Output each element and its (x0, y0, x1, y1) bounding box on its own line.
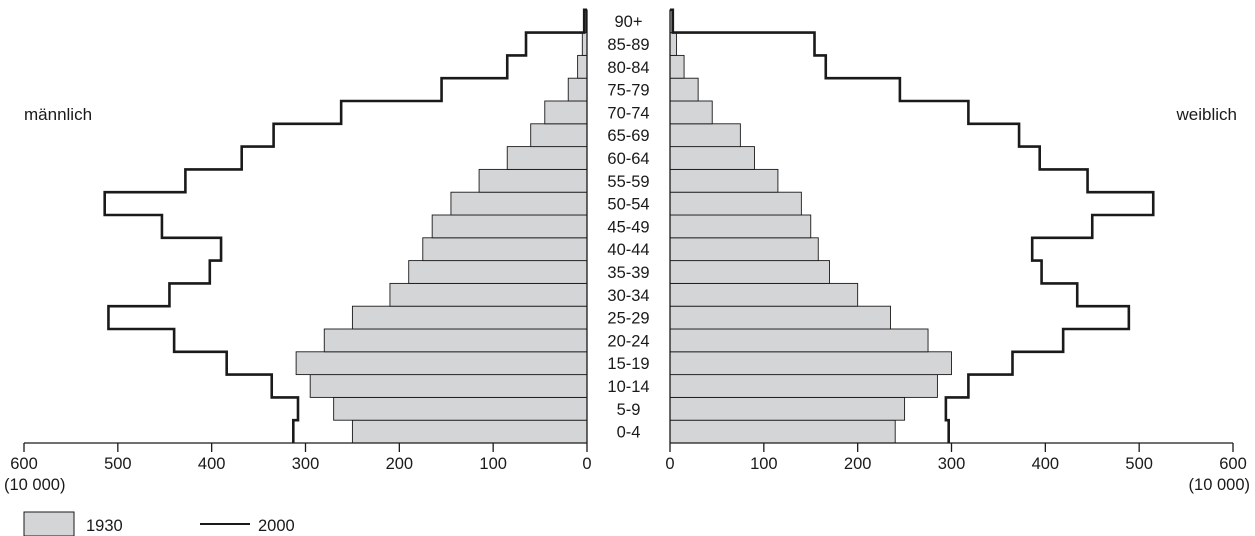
tick-label-female-400: 400 (1032, 455, 1060, 473)
bar-1930-male-20-24 (323, 328, 588, 353)
tick-label-female-100: 100 (750, 455, 778, 473)
age-label-55-59: 55-59 (607, 173, 649, 191)
age-label-45-49: 45-49 (607, 218, 649, 236)
bar-1930-female-0-4 (669, 419, 896, 444)
tick-label-male-200: 200 (386, 455, 414, 473)
tick-label-female-500: 500 (1125, 455, 1153, 473)
age-label-5-9: 5-9 (617, 401, 641, 419)
bar-1930-male-75-79 (567, 77, 588, 102)
legend-label-2000: 2000 (258, 517, 295, 535)
bar-1930-male-70-74 (544, 100, 588, 125)
age-labels: 0-4 5-9 10-14 15-19 20-24 25-29 30-34 35-39 40-4… (607, 13, 649, 441)
line-2000-female (670, 8, 1155, 443)
tick-label-female-300: 300 (938, 455, 966, 473)
age-label-50-54: 50-54 (607, 196, 649, 214)
bar-1930-female-20-24 (669, 328, 929, 353)
age-label-20-24: 20-24 (607, 332, 649, 350)
bar-1930-male-80-84 (577, 54, 588, 79)
bar-1930-female-30-34 (669, 282, 859, 307)
legend: 1930 2000 (23, 511, 295, 536)
bar-1930-male-5-9 (333, 396, 588, 421)
bar-1930-male-35-39 (408, 260, 588, 284)
bar-1930-male-10-14 (309, 374, 588, 398)
age-label-10-14: 10-14 (607, 378, 649, 396)
bar-1930-female-45-49 (669, 214, 812, 239)
bar-1930-male-25-29 (351, 305, 588, 330)
age-label-35-39: 35-39 (607, 264, 649, 282)
tick-label-male-500: 500 (104, 455, 132, 473)
age-label-40-44: 40-44 (607, 241, 649, 259)
age-label-75-79: 75-79 (607, 82, 649, 100)
bar-1930-male-40-44 (422, 237, 588, 262)
bar-1930-female-40-44 (669, 237, 819, 262)
tick-label-male-600: 600 (10, 455, 38, 473)
female-label: weiblich (1176, 105, 1237, 124)
bar-1930-female-50-54 (669, 191, 802, 216)
bar-1930-male-30-34 (389, 282, 588, 307)
axes (23, 10, 1234, 452)
age-label-0-4: 0-4 (617, 424, 641, 442)
age-label-25-29: 25-29 (607, 310, 649, 328)
legend-swatch-1930 (23, 511, 75, 536)
bar-1930-female-70-74 (669, 100, 713, 125)
bar-1930-female-65-69 (669, 123, 741, 148)
tick-label-female-600: 600 (1219, 455, 1247, 473)
male-label: männlich (24, 105, 92, 124)
line-2000-male (103, 8, 587, 443)
tick-label-female-200: 200 (844, 455, 872, 473)
age-label-90+: 90+ (615, 13, 643, 31)
bar-1930-female-10-14 (669, 374, 938, 398)
bar-1930-female-5-9 (669, 396, 906, 421)
unit-label-right: (10 000) (1189, 476, 1250, 494)
age-label-85-89: 85-89 (607, 36, 649, 54)
age-label-70-74: 70-74 (607, 104, 649, 122)
bar-1930-female-55-59 (669, 168, 779, 193)
age-label-80-84: 80-84 (607, 59, 649, 77)
bar-1930-female-35-39 (669, 260, 830, 284)
age-label-65-69: 65-69 (607, 127, 649, 145)
bar-1930-male-45-49 (431, 214, 588, 239)
bar-1930-male-60-64 (506, 146, 588, 170)
bar-1930-female-15-19 (669, 351, 952, 376)
age-label-15-19: 15-19 (607, 355, 649, 373)
bar-1930-female-25-29 (669, 305, 891, 330)
tick-label-female-0: 0 (665, 455, 674, 473)
bar-1930-female-80-84 (669, 54, 685, 79)
age-label-60-64: 60-64 (607, 150, 649, 168)
bar-1930-male-65-69 (530, 123, 588, 148)
age-label-30-34: 30-34 (607, 287, 649, 305)
outline-2000 (103, 8, 1155, 443)
tick-label-male-0: 0 (582, 455, 591, 473)
bar-1930-male-85-89 (581, 32, 588, 56)
bar-1930-male-55-59 (478, 168, 588, 193)
bar-1930-female-85-89 (669, 32, 678, 56)
tick-labels: 600 500 400 300 200 100 0 0 100 200 300 400 500 600 (10, 455, 1247, 473)
tick-label-male-400: 400 (198, 455, 226, 473)
bar-1930-male-0-4 (351, 419, 588, 444)
tick-label-male-300: 300 (292, 455, 320, 473)
tick-label-male-100: 100 (479, 455, 507, 473)
unit-label-left: (10 000) (4, 476, 65, 494)
bar-1930-male-50-54 (450, 191, 588, 216)
bar-1930-female-75-79 (669, 77, 699, 102)
bar-1930-female-60-64 (669, 146, 755, 170)
legend-label-1930: 1930 (86, 517, 123, 535)
bar-1930-male-15-19 (295, 351, 588, 376)
